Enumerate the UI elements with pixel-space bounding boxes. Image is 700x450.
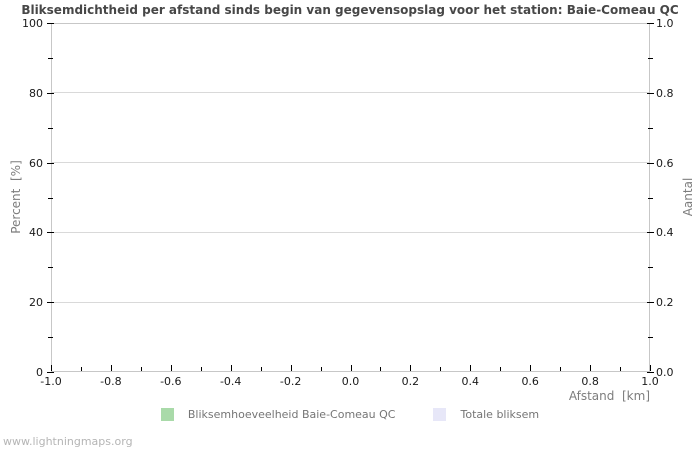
gridline (52, 231, 649, 233)
y2-axis-major-tick (647, 372, 654, 373)
x-axis-minor-tick (200, 367, 202, 371)
y-axis-major-tick (47, 92, 54, 94)
y2-axis-tick-label: 0.4 (656, 226, 674, 240)
x-axis-tick-label: 0.4 (461, 375, 480, 388)
y2-axis-major-tick (647, 92, 654, 94)
chart-legend: Bliksemhoeveelheid Baie-Comeau QC Totale … (0, 408, 700, 421)
x-axis-major-tick (650, 365, 651, 371)
x-axis-major-tick (110, 365, 112, 371)
x-axis-minor-tick (380, 367, 382, 371)
y-axis-tick-label: 100 (22, 17, 43, 30)
watermark-link: www.lightningmaps.org (3, 435, 133, 448)
legend-item: Bliksemhoeveelheid Baie-Comeau QC (160, 408, 396, 421)
y2-axis-minor-tick (648, 337, 653, 339)
x-axis-minor-tick (80, 367, 82, 371)
x-axis-major-tick (410, 365, 412, 371)
x-axis-tick-label: -1.0 (40, 375, 62, 388)
x-axis-minor-tick (500, 367, 502, 371)
x-axis-title: Afstand [km] (568, 389, 650, 403)
y2-axis-tick-label: 0.0 (656, 366, 674, 379)
x-axis-major-tick (170, 365, 172, 371)
x-axis-major-tick (530, 365, 532, 371)
y-axis-title-right: Aantal (681, 177, 695, 217)
x-axis-minor-tick (260, 367, 262, 371)
x-axis-minor-tick (620, 367, 622, 371)
y-axis-tick-label: 60 (29, 156, 43, 170)
x-axis-tick-label: -0.8 (100, 375, 122, 388)
legend-swatch (160, 408, 174, 421)
legend-item: Totale bliksem (433, 408, 539, 421)
y-axis-minor-tick (48, 57, 53, 59)
chart-title: Bliksemdichtheid per afstand sinds begin… (21, 3, 679, 17)
x-axis-tick-label: 0.2 (401, 375, 420, 388)
x-axis-tick-label: -0.2 (279, 375, 302, 388)
gridline (52, 92, 649, 94)
y2-axis-major-tick (647, 162, 654, 164)
x-axis-tick-label: -0.6 (160, 375, 182, 388)
y-axis-major-tick (47, 302, 54, 304)
legend-label: Totale bliksem (460, 408, 540, 421)
plot-area (51, 23, 650, 372)
x-axis-major-tick (290, 365, 292, 371)
x-axis-tick-label: 0.6 (521, 375, 539, 388)
y-axis-minor-tick (48, 267, 53, 269)
y-axis-minor-tick (48, 337, 53, 339)
x-axis-minor-tick (140, 367, 142, 371)
y2-axis-tick-label: 0.8 (656, 86, 674, 100)
x-axis-minor-tick (560, 367, 562, 371)
y-axis-major-tick (47, 162, 54, 164)
y2-axis-minor-tick (648, 57, 653, 59)
y-axis-tick-label: 0 (36, 366, 43, 379)
x-axis-tick-label: -0.4 (219, 375, 242, 388)
y2-axis-tick-label: 1.0 (656, 17, 674, 30)
y2-axis-minor-tick (648, 127, 653, 129)
gridline (52, 301, 649, 303)
y-axis-tick-label: 20 (29, 296, 43, 310)
x-axis-major-tick (350, 365, 352, 371)
y-axis-title-left: Percent [%] (9, 160, 23, 234)
y2-axis-tick-label: 0.2 (656, 296, 674, 310)
x-axis-major-tick (590, 365, 592, 371)
y2-axis-tick-label: 0.6 (656, 156, 674, 170)
legend-swatch (433, 408, 447, 421)
x-axis-tick-label: 0.8 (581, 375, 599, 388)
y2-axis-major-tick (647, 302, 654, 304)
x-axis-minor-tick (440, 367, 442, 371)
x-axis-tick-label: 1.0 (641, 375, 659, 388)
x-axis-minor-tick (320, 367, 322, 371)
y-axis-minor-tick (48, 197, 53, 199)
y-axis-major-tick (47, 23, 54, 24)
x-axis-major-tick (470, 365, 472, 371)
y2-axis-major-tick (647, 23, 654, 24)
y2-axis-major-tick (647, 232, 654, 234)
x-axis-major-tick (51, 365, 52, 371)
legend-label: Bliksemhoeveelheid Baie-Comeau QC (187, 408, 396, 421)
y2-axis-minor-tick (648, 197, 653, 199)
y-axis-major-tick (47, 372, 54, 373)
x-axis-tick-label: 0.0 (341, 375, 360, 388)
y-axis-tick-label: 80 (29, 86, 43, 100)
y-axis-major-tick (47, 232, 54, 234)
y-axis-minor-tick (48, 127, 53, 129)
x-axis-major-tick (230, 365, 232, 371)
gridline (52, 162, 649, 164)
y2-axis-minor-tick (648, 267, 653, 269)
y-axis-tick-label: 40 (29, 226, 43, 240)
